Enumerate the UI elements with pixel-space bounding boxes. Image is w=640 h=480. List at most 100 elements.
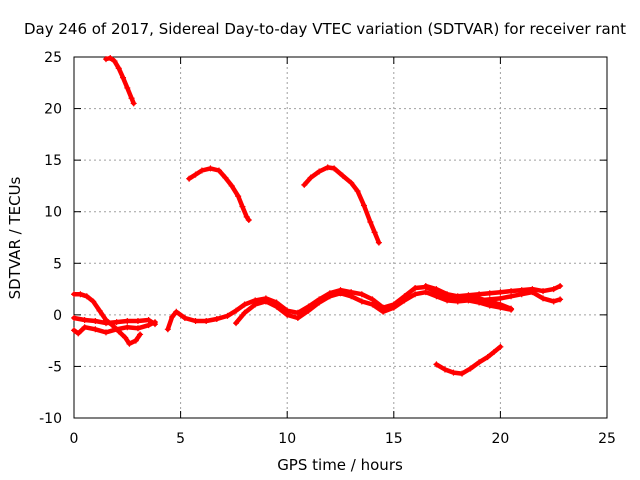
data-point bbox=[369, 301, 376, 308]
series-arc-1 bbox=[102, 55, 137, 107]
data-point bbox=[284, 311, 291, 318]
data-point bbox=[262, 298, 269, 305]
data-point bbox=[486, 290, 493, 297]
data-point bbox=[245, 216, 252, 223]
y-tick-label: -10 bbox=[39, 411, 62, 427]
data-point bbox=[348, 179, 355, 186]
x-tick-labels: 0 5 10 15 20 25 bbox=[70, 431, 616, 447]
data-point bbox=[233, 307, 240, 314]
data-point bbox=[380, 308, 387, 315]
y-axis-label: SDTVAR / TECUs bbox=[6, 176, 24, 299]
series-band-7 bbox=[476, 289, 564, 305]
data-point bbox=[486, 296, 493, 303]
data-point bbox=[203, 318, 210, 325]
data-point bbox=[326, 293, 333, 300]
axis-ticks bbox=[73, 56, 608, 419]
data-point bbox=[540, 288, 547, 295]
data-point bbox=[145, 317, 152, 324]
data-point bbox=[241, 301, 248, 308]
data-point bbox=[145, 322, 152, 329]
data-point bbox=[360, 202, 367, 209]
data-point bbox=[422, 282, 429, 289]
data-point bbox=[198, 167, 205, 174]
data-point bbox=[92, 318, 99, 325]
data-point bbox=[441, 366, 448, 373]
data-point bbox=[83, 293, 90, 300]
data-point bbox=[476, 359, 483, 366]
data-point bbox=[90, 298, 97, 305]
data-point bbox=[358, 298, 365, 305]
data-point bbox=[102, 56, 109, 63]
data-point bbox=[486, 302, 493, 309]
data-point bbox=[444, 297, 451, 304]
data-point bbox=[273, 303, 280, 310]
data-series bbox=[71, 55, 564, 377]
data-point bbox=[307, 174, 314, 181]
data-point bbox=[228, 182, 235, 189]
series-arc-3 bbox=[301, 164, 382, 246]
x-axis-label: GPS time / hours bbox=[277, 456, 403, 474]
data-point bbox=[450, 369, 457, 376]
data-point bbox=[102, 320, 109, 327]
y-tick-label: 15 bbox=[44, 153, 62, 169]
data-point bbox=[213, 315, 220, 322]
data-point bbox=[124, 324, 131, 331]
data-point bbox=[294, 309, 301, 316]
data-point bbox=[467, 365, 474, 372]
series-line bbox=[186, 166, 252, 223]
data-point bbox=[459, 370, 466, 377]
data-point bbox=[557, 282, 564, 289]
data-point bbox=[124, 318, 131, 325]
x-tick-label: 10 bbox=[278, 431, 296, 447]
data-point bbox=[241, 309, 248, 316]
x-tick-label: 20 bbox=[491, 431, 509, 447]
data-point bbox=[235, 193, 242, 200]
data-point bbox=[115, 65, 122, 72]
data-point bbox=[497, 289, 504, 296]
y-tick-label: 10 bbox=[44, 205, 62, 221]
data-point bbox=[433, 293, 440, 300]
series-line bbox=[71, 315, 158, 327]
data-point bbox=[243, 213, 250, 220]
data-point bbox=[111, 58, 118, 65]
x-tick-label: 5 bbox=[176, 431, 185, 447]
data-point bbox=[550, 286, 557, 293]
data-point bbox=[294, 314, 301, 321]
series-line bbox=[103, 55, 136, 106]
data-point bbox=[497, 295, 504, 302]
data-point bbox=[192, 171, 199, 178]
series-arc-4 bbox=[433, 343, 504, 377]
data-point bbox=[71, 327, 77, 334]
data-point bbox=[369, 296, 376, 303]
data-point bbox=[316, 299, 323, 306]
series-band-6 bbox=[422, 282, 564, 300]
x-tick-label: 25 bbox=[598, 431, 616, 447]
data-point bbox=[331, 165, 338, 172]
data-point bbox=[337, 290, 344, 297]
data-point bbox=[113, 319, 120, 326]
data-point bbox=[367, 219, 374, 226]
data-point bbox=[375, 239, 382, 246]
data-point bbox=[92, 326, 99, 333]
series-band-2 bbox=[71, 314, 159, 328]
data-point bbox=[433, 361, 440, 368]
data-point bbox=[173, 308, 180, 315]
data-point bbox=[422, 289, 429, 296]
data-point bbox=[518, 291, 525, 298]
data-point bbox=[484, 354, 491, 361]
x-tick-label: 15 bbox=[385, 431, 403, 447]
data-point bbox=[465, 292, 472, 299]
data-point bbox=[192, 318, 199, 325]
data-point bbox=[305, 307, 312, 314]
chart-title: Day 246 of 2017, Sidereal Day-to-day VTE… bbox=[24, 20, 626, 38]
data-point bbox=[358, 291, 365, 298]
data-point bbox=[444, 291, 451, 298]
data-point bbox=[134, 318, 141, 325]
data-point bbox=[71, 291, 77, 298]
series-band-5 bbox=[233, 289, 515, 327]
series-band-3 bbox=[71, 319, 159, 337]
data-point bbox=[215, 167, 222, 174]
data-point bbox=[557, 296, 564, 303]
data-point bbox=[433, 286, 440, 293]
